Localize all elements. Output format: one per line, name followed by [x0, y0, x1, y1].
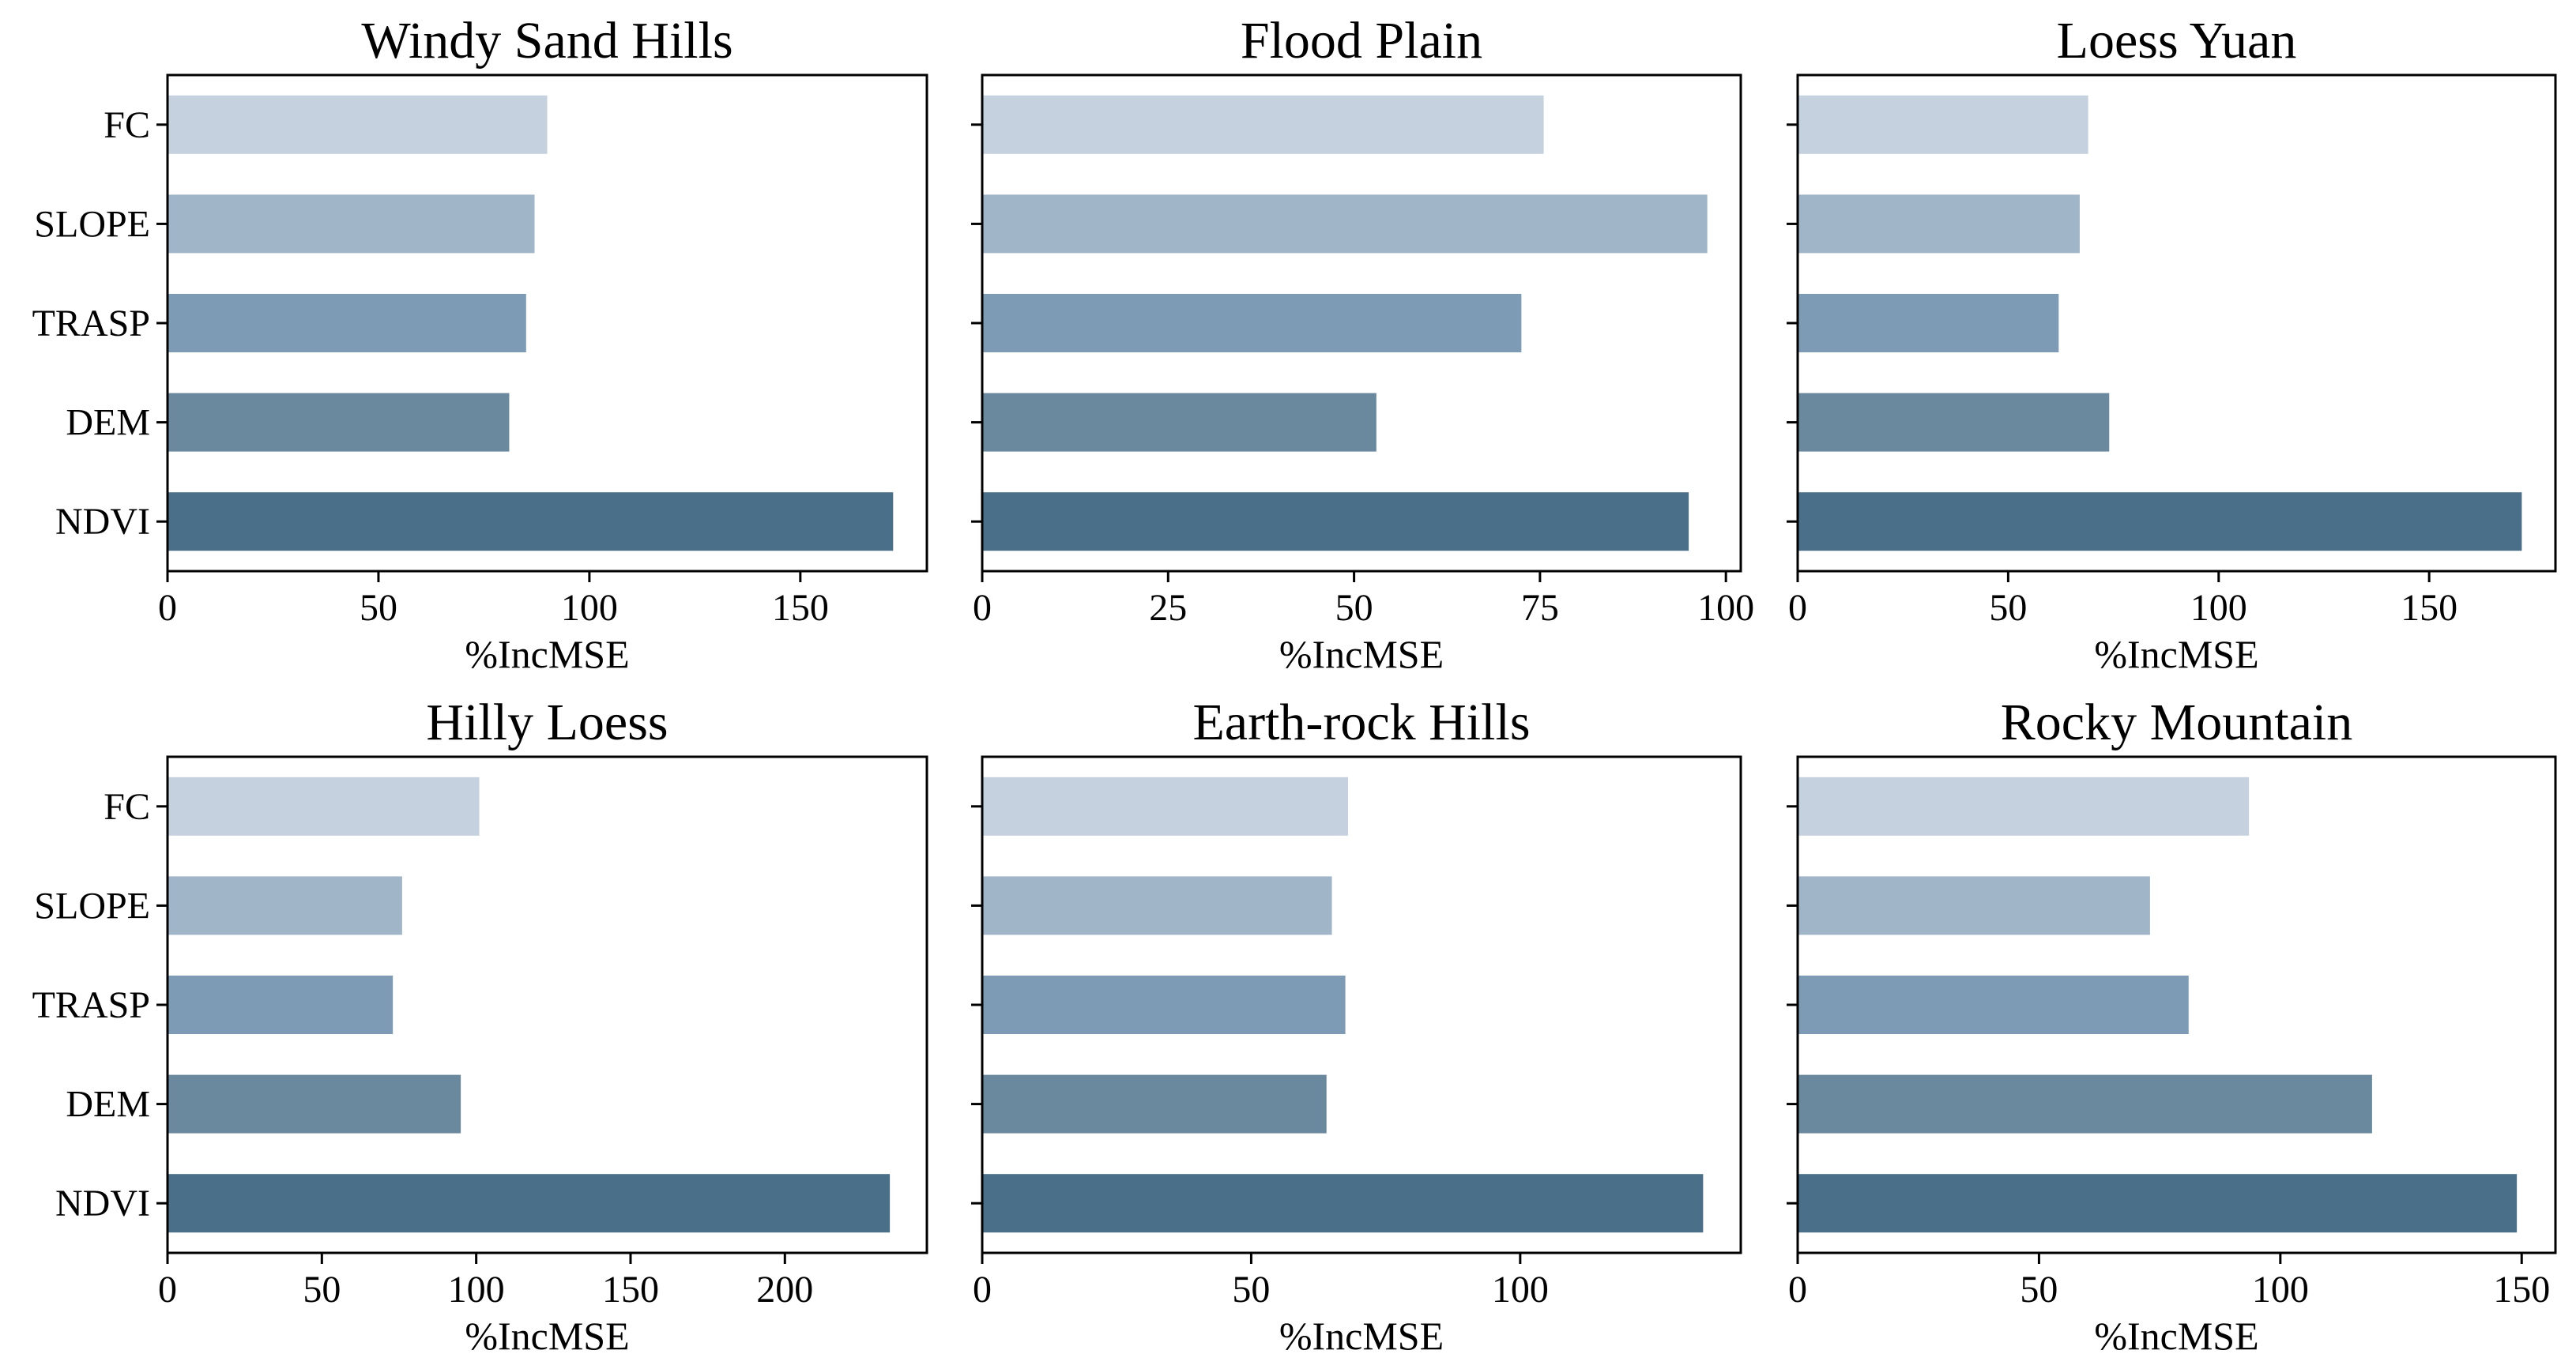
- bar-hilly-loess-trasp: [168, 976, 394, 1034]
- bar-flood-plain-fc: [982, 95, 1544, 154]
- x-tick-label-flood-plain-75: 75: [1521, 587, 1559, 629]
- panel-title-rocky-mountain: Rocky Mountain: [2001, 694, 2352, 751]
- bar-hilly-loess-slope: [168, 876, 402, 935]
- panel-frame-hilly-loess: [166, 755, 928, 1254]
- bar-hilly-loess-fc: [168, 777, 480, 836]
- panel-frame-loess-yuan: [1796, 73, 2557, 573]
- bar-loess-yuan-slope: [1798, 194, 2080, 254]
- x-axis-label-windy-sand-hills: %IncMSE: [465, 632, 629, 676]
- x-tick-label-windy-sand-hills-100: 100: [561, 587, 618, 629]
- x-tick-label-rocky-mountain-150: 150: [2493, 1269, 2550, 1311]
- y-tick-label-fc: FC: [104, 104, 150, 146]
- x-tick-label-windy-sand-hills-150: 150: [772, 587, 829, 629]
- panel-title-flood-plain: Flood Plain: [1241, 12, 1482, 70]
- bar-windy-sand-hills-fc: [168, 95, 548, 154]
- bar-loess-yuan-trasp: [1798, 294, 2059, 352]
- x-tick-label-loess-yuan-150: 150: [2401, 587, 2457, 629]
- bar-flood-plain-trasp: [982, 294, 1522, 352]
- x-tick-label-windy-sand-hills-0: 0: [158, 587, 177, 629]
- bar-hilly-loess-ndvi: [168, 1174, 891, 1233]
- panel-frame-flood-plain: [981, 73, 1742, 573]
- y-tick-label-ndvi: NDVI: [55, 501, 150, 543]
- bar-rocky-mountain-fc: [1798, 777, 2250, 836]
- x-tick-label-hilly-loess-0: 0: [158, 1269, 177, 1311]
- x-axis-label-loess-yuan: %IncMSE: [2094, 632, 2258, 676]
- y-tick-label-slope: SLOPE: [34, 203, 150, 245]
- bar-windy-sand-hills-slope: [168, 194, 535, 254]
- y-tick-label-fc: FC: [104, 786, 150, 828]
- bar-flood-plain-slope: [982, 194, 1708, 254]
- bar-loess-yuan-fc: [1798, 95, 2088, 154]
- x-tick-label-loess-yuan-100: 100: [2190, 587, 2247, 629]
- y-tick-label-trasp: TRASP: [32, 303, 150, 344]
- bar-windy-sand-hills-ndvi: [168, 492, 894, 551]
- bar-earth-rock-hills-ndvi: [982, 1174, 1704, 1233]
- y-tick-label-slope: SLOPE: [34, 885, 150, 927]
- bar-earth-rock-hills-trasp: [982, 976, 1346, 1034]
- bar-loess-yuan-dem: [1798, 393, 2110, 452]
- panel-frame-earth-rock-hills: [981, 755, 1742, 1254]
- bar-earth-rock-hills-slope: [982, 876, 1332, 935]
- x-tick-label-rocky-mountain-50: 50: [2020, 1269, 2058, 1311]
- bar-loess-yuan-ndvi: [1798, 492, 2522, 551]
- panel-title-loess-yuan: Loess Yuan: [2057, 12, 2297, 70]
- x-tick-label-loess-yuan-50: 50: [1989, 587, 2027, 629]
- x-tick-label-flood-plain-25: 25: [1149, 587, 1187, 629]
- x-tick-label-windy-sand-hills-50: 50: [360, 587, 397, 629]
- bar-rocky-mountain-trasp: [1798, 976, 2189, 1034]
- panel-title-earth-rock-hills: Earth-rock Hills: [1192, 694, 1530, 751]
- x-tick-label-hilly-loess-100: 100: [448, 1269, 505, 1311]
- bar-windy-sand-hills-trasp: [168, 294, 526, 352]
- x-tick-label-earth-rock-hills-0: 0: [973, 1269, 992, 1311]
- x-tick-label-flood-plain-0: 0: [973, 587, 992, 629]
- bar-earth-rock-hills-fc: [982, 777, 1348, 836]
- bar-flood-plain-dem: [982, 393, 1377, 452]
- y-tick-label-dem: DEM: [66, 402, 150, 444]
- panel-title-hilly-loess: Hilly Loess: [426, 694, 668, 751]
- panel-frame-rocky-mountain: [1796, 755, 2557, 1254]
- x-tick-label-flood-plain-50: 50: [1335, 587, 1373, 629]
- y-tick-label-ndvi: NDVI: [55, 1183, 150, 1224]
- bar-rocky-mountain-ndvi: [1798, 1174, 2518, 1233]
- x-tick-label-rocky-mountain-100: 100: [2252, 1269, 2309, 1311]
- x-tick-label-hilly-loess-200: 200: [756, 1269, 813, 1311]
- y-tick-label-dem: DEM: [66, 1084, 150, 1126]
- panel-title-windy-sand-hills: Windy Sand Hills: [361, 12, 733, 70]
- y-tick-label-trasp: TRASP: [32, 984, 150, 1026]
- x-tick-label-earth-rock-hills-100: 100: [1492, 1269, 1549, 1311]
- bar-flood-plain-ndvi: [982, 492, 1689, 551]
- x-axis-label-rocky-mountain: %IncMSE: [2094, 1314, 2258, 1358]
- panel-frame-windy-sand-hills: [166, 73, 928, 573]
- x-tick-label-loess-yuan-0: 0: [1788, 587, 1807, 629]
- x-tick-label-hilly-loess-150: 150: [602, 1269, 659, 1311]
- x-axis-label-earth-rock-hills: %IncMSE: [1279, 1314, 1444, 1358]
- bar-windy-sand-hills-dem: [168, 393, 510, 452]
- x-axis-label-hilly-loess: %IncMSE: [465, 1314, 629, 1358]
- x-tick-label-hilly-loess-50: 50: [303, 1269, 341, 1311]
- bar-earth-rock-hills-dem: [982, 1074, 1327, 1134]
- x-tick-label-flood-plain-100: 100: [1697, 587, 1754, 629]
- bar-rocky-mountain-slope: [1798, 876, 2150, 935]
- x-tick-label-rocky-mountain-0: 0: [1788, 1269, 1807, 1311]
- x-tick-label-earth-rock-hills-50: 50: [1232, 1269, 1270, 1311]
- x-axis-label-flood-plain: %IncMSE: [1279, 632, 1444, 676]
- bar-rocky-mountain-dem: [1798, 1074, 2372, 1134]
- bar-hilly-loess-dem: [168, 1074, 461, 1134]
